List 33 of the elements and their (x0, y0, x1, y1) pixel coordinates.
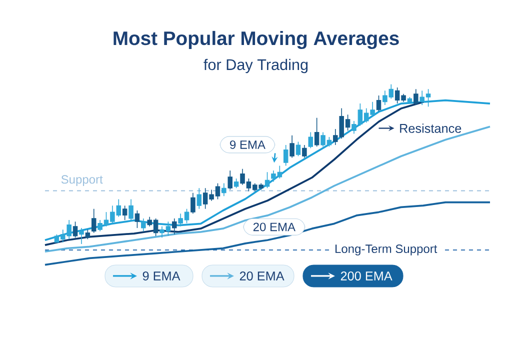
candlestick (72, 221, 78, 238)
annotation: 20 EMA (253, 222, 296, 232)
candlestick (79, 228, 84, 244)
candlestick (308, 132, 314, 149)
chart-title: Most Popular Moving Averages (114, 30, 399, 50)
candlestick (376, 95, 382, 112)
candlestick (414, 88, 418, 106)
candlestick (128, 198, 134, 220)
candlestick (141, 218, 146, 232)
candlestick (302, 144, 307, 158)
candlestick (91, 208, 96, 234)
candlestick (134, 210, 140, 228)
candlestick (122, 205, 128, 220)
candlestick (234, 178, 239, 188)
candlestick (222, 182, 226, 196)
candlestick (290, 135, 294, 158)
candlestick (85, 229, 90, 240)
candlestick (172, 218, 177, 235)
ref-line-label: Support (61, 175, 103, 186)
candlestick (190, 192, 196, 214)
candlestick (283, 144, 288, 166)
chart-subtitle: for Day Trading (204, 58, 308, 74)
candlestick (196, 188, 202, 210)
legend-label: 9 EMA (142, 272, 180, 280)
text: 200 EMA (340, 272, 392, 280)
candlestick (296, 141, 301, 157)
annotation: Resistance (400, 124, 462, 133)
candlestick (228, 170, 232, 190)
legend-label: 20 EMA (240, 272, 284, 280)
candlestick (264, 172, 270, 188)
annotation: 9 EMA (230, 140, 266, 149)
ref-line-label: Long-Term Support (335, 244, 438, 256)
candlestick (314, 117, 320, 147)
